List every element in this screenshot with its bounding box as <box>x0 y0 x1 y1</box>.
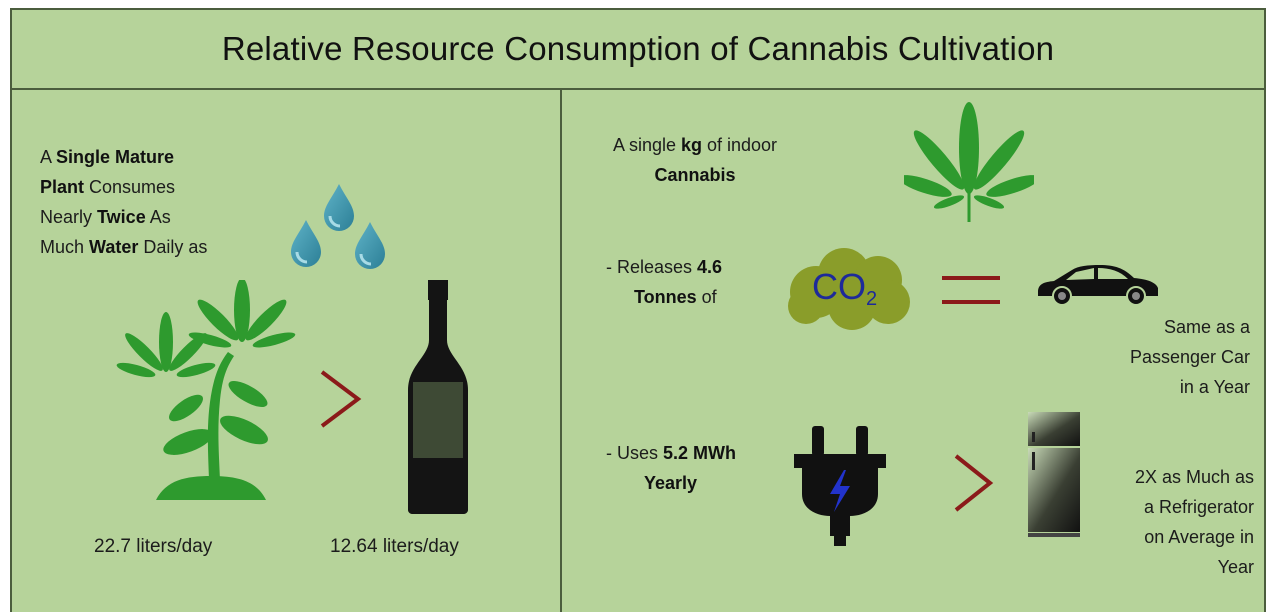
car-icon <box>1034 262 1162 306</box>
intro-line2-b: Consumes <box>84 177 176 197</box>
co2-symbol: CO <box>812 266 866 307</box>
co2-line2-b: of <box>696 287 717 307</box>
page-title: Relative Resource Consumption of Cannabi… <box>221 30 1055 67</box>
greater-than-icon <box>318 368 364 430</box>
intro-line4-c: Daily as <box>138 237 208 257</box>
wine-bottle-icon <box>406 278 470 514</box>
fridge-comparison-text: 2X as Much as a Refrigerator on Average … <box>1135 462 1254 582</box>
intro-line1-b: Single Mature <box>56 147 175 167</box>
energy-line2: Yearly <box>644 473 698 493</box>
car-comparison-line1: Same as a <box>1163 317 1250 337</box>
kg-line-a: A single <box>612 135 681 155</box>
car-comparison-line3: in a Year <box>1179 377 1250 397</box>
co2-subscript: 2 <box>866 288 878 310</box>
co2-label: CO2 <box>812 266 877 311</box>
cannabis-label: Cannabis <box>654 165 736 185</box>
plant-icon <box>116 280 306 502</box>
kg-line-c: of indoor <box>702 135 778 155</box>
equals-icon <box>942 274 1000 306</box>
intro-line4-a: Much <box>40 237 90 257</box>
energy-line1-a: - Uses <box>606 443 664 463</box>
fridge-comparison-line1: 2X as Much as <box>1134 467 1254 487</box>
greater-than-icon <box>952 452 996 514</box>
energy-line1-b: 5.2 MWh <box>663 443 737 463</box>
energy-use-text: - Uses 5.2 MWh Yearly <box>606 438 736 498</box>
title-bar: Relative Resource Consumption of Cannabi… <box>12 10 1264 90</box>
fridge-comparison-line3: on Average in <box>1144 527 1254 547</box>
intro-line3-a: Nearly <box>40 207 98 227</box>
kg-line-b: kg <box>680 135 702 155</box>
cannabis-intro-text: A single kg of indoor Cannabis <box>590 130 800 190</box>
plant-water-value: 22.7 liters/day <box>94 536 213 557</box>
refrigerator-icon <box>1026 410 1082 540</box>
intro-line4-b: Water <box>89 237 139 257</box>
cannabis-leaf-icon <box>904 100 1034 224</box>
co2-line1-a: - Releases <box>606 257 698 277</box>
plug-icon <box>788 424 892 548</box>
infographic-frame: Relative Resource Consumption of Cannabi… <box>10 8 1266 612</box>
intro-line1-a: A <box>40 147 57 167</box>
intro-line2-a: Plant <box>40 177 85 197</box>
co2-cloud-icon: CO2 <box>782 244 914 332</box>
column-divider <box>560 88 562 612</box>
car-comparison-text: Same as a Passenger Car in a Year <box>1130 312 1250 402</box>
water-intro-text: A Single Mature Plant Consumes Nearly Tw… <box>40 142 207 262</box>
intro-line3-c: As <box>145 207 171 227</box>
bottle-water-value: 12.64 liters/day <box>330 536 459 557</box>
co2-line2-a: Tonnes <box>634 287 697 307</box>
car-comparison-line2: Passenger Car <box>1129 347 1250 367</box>
intro-line3-b: Twice <box>97 207 146 227</box>
fridge-comparison-line4: Year <box>1217 557 1254 577</box>
co2-release-text: - Releases 4.6 Tonnes of <box>606 252 722 312</box>
water-drops-icon <box>284 182 394 274</box>
fridge-comparison-line2: a Refrigerator <box>1143 497 1254 517</box>
co2-line1-b: 4.6 <box>697 257 723 277</box>
